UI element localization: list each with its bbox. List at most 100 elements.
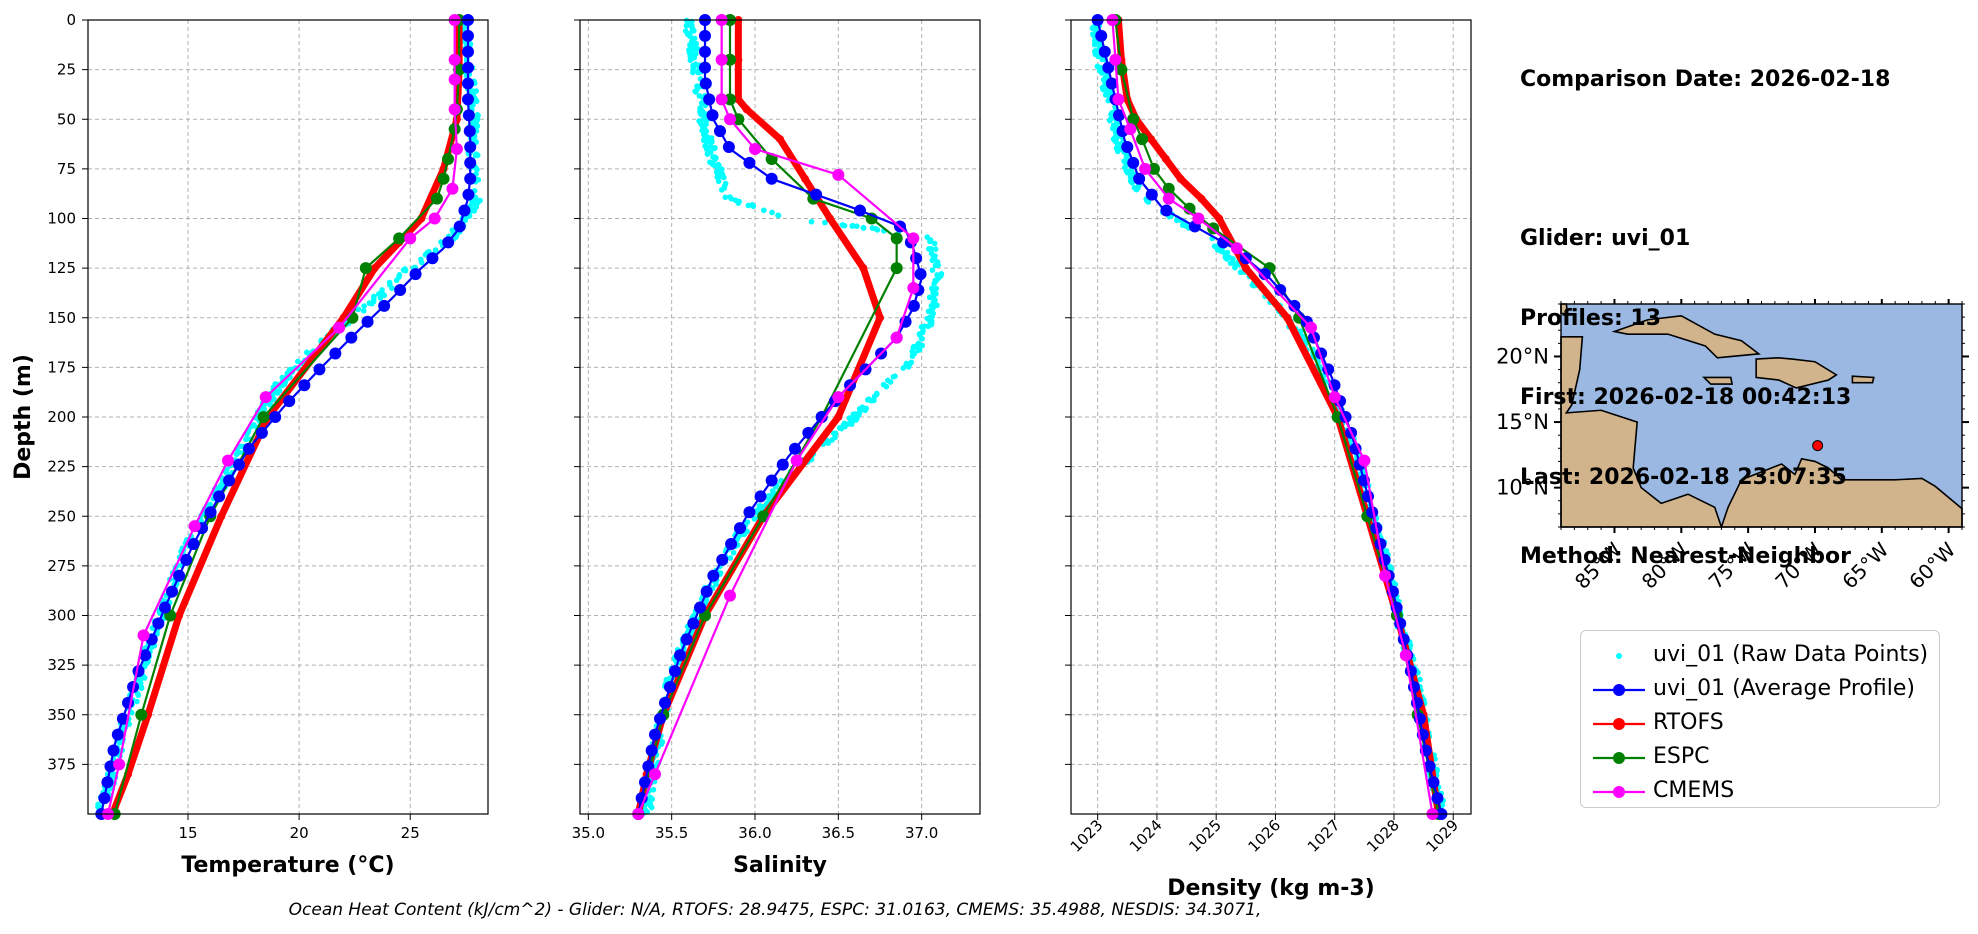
y-tick-label: 325 xyxy=(47,656,76,674)
avg-marker xyxy=(1374,538,1387,551)
raw-data-point xyxy=(686,50,693,56)
cmems-marker xyxy=(907,232,920,245)
raw-data-point xyxy=(769,209,775,216)
raw-data-point xyxy=(930,253,936,259)
rtofs-marker xyxy=(217,512,226,521)
espc-marker xyxy=(1136,133,1149,146)
y-tick-label: 225 xyxy=(47,458,76,476)
raw-data-point xyxy=(371,293,377,300)
salinity-panel: 35.0 35.5 36.0 36.5 37.0 Salinity xyxy=(572,14,981,878)
espc-marker xyxy=(724,53,736,66)
avg-marker xyxy=(642,760,655,773)
legend-item-avg: uvi_01 (Average Profile) xyxy=(1581,675,1939,705)
raw-data-point xyxy=(1237,269,1244,276)
raw-data-point xyxy=(892,373,898,379)
raw-data-point xyxy=(745,202,752,209)
rtofs-marker xyxy=(801,174,809,183)
y-tick-label: 100 xyxy=(47,210,76,228)
legend-swatch xyxy=(1593,752,1645,764)
rtofs-marker xyxy=(1176,174,1185,183)
raw-data-point xyxy=(727,194,733,200)
espc-marker xyxy=(257,411,270,423)
x-tick-label: 1026 xyxy=(1245,816,1285,856)
avg-marker xyxy=(815,411,828,423)
cmems-marker xyxy=(259,391,272,404)
raw-data-point xyxy=(931,240,938,247)
legend-marker xyxy=(1613,684,1625,696)
raw-data-point xyxy=(883,383,890,390)
cmems-marker xyxy=(1109,53,1122,66)
raw-data-point xyxy=(1127,174,1134,181)
rtofs-marker xyxy=(1241,264,1250,273)
y-tick-label: 50 xyxy=(57,110,76,128)
raw-data-point xyxy=(1417,676,1423,683)
raw-data-point xyxy=(244,436,250,442)
raw-data-point xyxy=(916,331,923,337)
avg-marker xyxy=(703,93,716,106)
espc-marker xyxy=(724,93,736,106)
cmems-marker xyxy=(715,93,728,106)
raw-data-point xyxy=(418,256,424,263)
glider-position-marker xyxy=(1812,440,1824,452)
raw-data-point xyxy=(432,247,439,253)
avg-marker xyxy=(907,299,920,312)
x-tick-label: 1029 xyxy=(1422,816,1462,856)
rtofs-marker xyxy=(742,105,751,114)
x-tick-label: 35.5 xyxy=(655,824,688,842)
raw-data-point xyxy=(711,162,718,169)
avg-marker xyxy=(111,728,124,741)
avg-marker xyxy=(1349,442,1362,455)
avg-marker xyxy=(152,617,165,630)
raw-data-point xyxy=(360,308,367,314)
avg-marker xyxy=(1288,299,1301,312)
espc-marker xyxy=(1115,63,1128,76)
cmems-marker xyxy=(428,212,441,225)
avg-marker xyxy=(734,522,746,535)
cmems-marker xyxy=(448,53,461,66)
y-tick-label: 175 xyxy=(47,358,76,376)
legend-swatch xyxy=(1593,718,1645,730)
legend-marker xyxy=(1613,752,1625,764)
avg-marker xyxy=(743,156,756,169)
raw-data-point xyxy=(366,300,373,306)
raw-data-point xyxy=(865,396,872,402)
raw-data-point xyxy=(721,185,727,192)
raw-data-point xyxy=(732,197,739,204)
cmems-marker xyxy=(404,232,417,245)
raw-data-point xyxy=(1124,152,1130,159)
raw-data-point xyxy=(711,145,718,152)
raw-data-point xyxy=(914,342,921,349)
rtofs-marker xyxy=(1283,313,1292,322)
raw-data-point xyxy=(650,786,657,793)
raw-data-point xyxy=(1095,53,1102,60)
raw-data-point xyxy=(142,660,149,666)
y-tick-label: 200 xyxy=(47,408,76,426)
cmems-marker xyxy=(448,73,461,86)
raw-data-point xyxy=(280,382,286,388)
raw-data-point xyxy=(900,365,907,371)
raw-data-point xyxy=(924,234,931,240)
espc-marker xyxy=(359,262,372,275)
raw-data-point xyxy=(694,45,701,52)
rtofs-marker xyxy=(1161,154,1170,163)
legend-swatch xyxy=(1616,653,1622,659)
cmems-marker xyxy=(1112,93,1125,106)
avg-marker xyxy=(725,538,738,551)
legend-label: RTOFS xyxy=(1653,710,1724,735)
raw-data-point xyxy=(1113,135,1120,142)
espc-marker xyxy=(448,123,461,136)
legend-label: uvi_01 (Average Profile) xyxy=(1653,676,1915,701)
raw-data-point xyxy=(744,519,751,525)
raw-data-point xyxy=(751,516,758,522)
x-tick-label: 1023 xyxy=(1067,816,1107,856)
raw-data-point xyxy=(884,377,891,384)
avg-marker xyxy=(914,268,927,281)
avg-marker xyxy=(700,585,713,598)
x-axis-label: Salinity xyxy=(733,853,827,878)
raw-data-point xyxy=(874,227,881,233)
raw-data-point xyxy=(722,194,729,201)
raw-data-point xyxy=(690,64,697,71)
raw-data-point xyxy=(449,227,456,233)
raw-data-point xyxy=(659,739,666,745)
raw-data-point xyxy=(387,282,393,288)
